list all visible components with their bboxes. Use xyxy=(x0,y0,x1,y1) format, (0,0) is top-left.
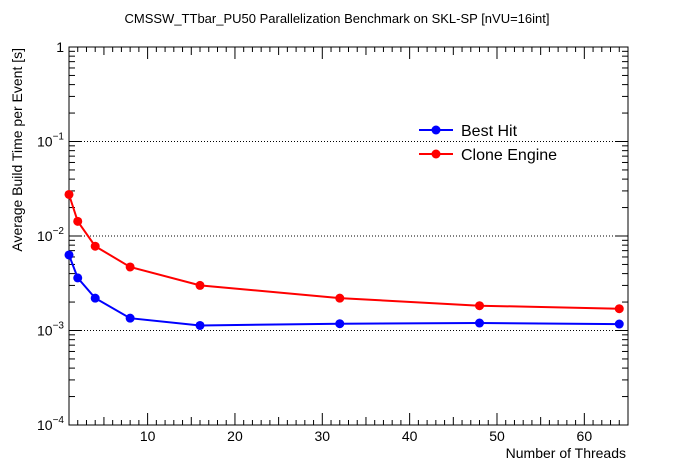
x-tick-label: 10 xyxy=(140,428,156,444)
data-point xyxy=(475,301,484,310)
data-point xyxy=(73,273,82,282)
data-point xyxy=(335,294,344,303)
x-tick-label: 30 xyxy=(315,428,331,444)
data-point xyxy=(475,319,484,328)
data-point xyxy=(615,320,624,329)
y-axis-label: Average Build Time per Event [s] xyxy=(9,48,25,252)
legend-label: Best Hit xyxy=(461,123,518,140)
data-point xyxy=(196,321,205,330)
x-axis-label: Number of Threads xyxy=(506,445,626,461)
data-point xyxy=(73,217,82,226)
legend-label: Clone Engine xyxy=(461,147,557,164)
x-tick-label: 50 xyxy=(489,428,505,444)
data-point xyxy=(335,319,344,328)
data-point xyxy=(65,190,74,199)
x-tick-label: 40 xyxy=(402,428,418,444)
x-tick-label: 60 xyxy=(577,428,593,444)
data-point xyxy=(91,294,100,303)
data-point xyxy=(196,281,205,290)
legend-marker xyxy=(432,150,441,159)
chart: CMSSW_TTbar_PU50 Parallelization Benchma… xyxy=(0,0,696,472)
x-tick-label: 20 xyxy=(227,428,243,444)
data-point xyxy=(615,304,624,313)
data-point xyxy=(65,250,74,259)
y-tick-label: 1 xyxy=(56,39,64,55)
chart-title: CMSSW_TTbar_PU50 Parallelization Benchma… xyxy=(125,11,550,26)
legend-marker xyxy=(432,126,441,135)
data-point xyxy=(126,262,135,271)
data-point xyxy=(126,314,135,323)
data-point xyxy=(91,242,100,251)
